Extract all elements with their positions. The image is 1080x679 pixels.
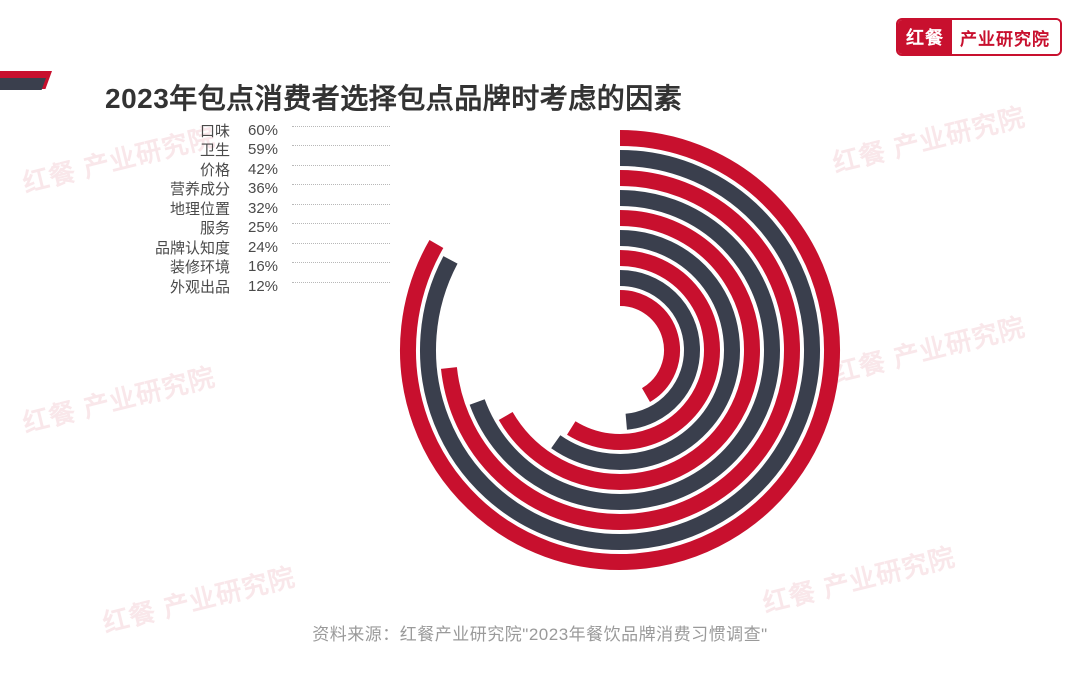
chart-label-row: 地理位置32% bbox=[90, 198, 390, 218]
chart-label-row: 装修环境16% bbox=[90, 257, 390, 277]
series-label: 地理位置 bbox=[90, 198, 248, 219]
series-label: 品牌认知度 bbox=[90, 237, 248, 258]
series-percent: 59% bbox=[248, 141, 292, 158]
series-label: 价格 bbox=[90, 159, 248, 180]
chart-label-row: 外观出品12% bbox=[90, 276, 390, 296]
series-percent: 12% bbox=[248, 278, 292, 295]
series-percent: 16% bbox=[248, 258, 292, 275]
series-label: 服务 bbox=[90, 217, 248, 238]
series-percent: 24% bbox=[248, 239, 292, 256]
chart-label-row: 营养成分36% bbox=[90, 179, 390, 199]
logo-red-part: 红餐 bbox=[898, 20, 952, 54]
series-label: 口味 bbox=[90, 120, 248, 141]
leader-dots bbox=[292, 223, 390, 224]
leader-dots bbox=[292, 145, 390, 146]
leader-dots bbox=[292, 165, 390, 166]
leader-dots bbox=[292, 282, 390, 283]
leader-dots bbox=[292, 262, 390, 263]
radial-bar bbox=[449, 178, 792, 522]
leader-dots bbox=[292, 243, 390, 244]
page-title: 2023年包点消费者选择包点品牌时考虑的因素 bbox=[105, 77, 682, 117]
data-source: 资料来源：红餐产业研究院"2023年餐饮品牌消费习惯调查" bbox=[0, 620, 1080, 645]
radial-bar bbox=[620, 298, 672, 395]
brand-logo: 红餐 产业研究院 bbox=[896, 18, 1062, 56]
series-percent: 32% bbox=[248, 200, 292, 217]
chart-label-row: 卫生59% bbox=[90, 140, 390, 160]
series-label: 装修环境 bbox=[90, 256, 248, 277]
series-percent: 36% bbox=[248, 180, 292, 197]
logo-white-part: 产业研究院 bbox=[952, 20, 1060, 54]
leader-dots bbox=[292, 204, 390, 205]
chart-label-row: 价格42% bbox=[90, 159, 390, 179]
series-label: 外观出品 bbox=[90, 276, 248, 297]
series-percent: 25% bbox=[248, 219, 292, 236]
leader-dots bbox=[292, 184, 390, 185]
chart-label-row: 口味60% bbox=[90, 120, 390, 140]
series-label: 卫生 bbox=[90, 139, 248, 160]
title-accent-dark bbox=[0, 78, 46, 90]
series-percent: 60% bbox=[248, 122, 292, 139]
series-label: 营养成分 bbox=[90, 178, 248, 199]
radial-bars-svg bbox=[390, 120, 890, 600]
radial-chart: 口味60%卫生59%价格42%营养成分36%地理位置32%服务25%品牌认知度2… bbox=[90, 120, 990, 600]
leader-dots bbox=[292, 126, 390, 127]
series-percent: 42% bbox=[248, 161, 292, 178]
chart-label-row: 品牌认知度24% bbox=[90, 237, 390, 257]
chart-label-row: 服务25% bbox=[90, 218, 390, 238]
